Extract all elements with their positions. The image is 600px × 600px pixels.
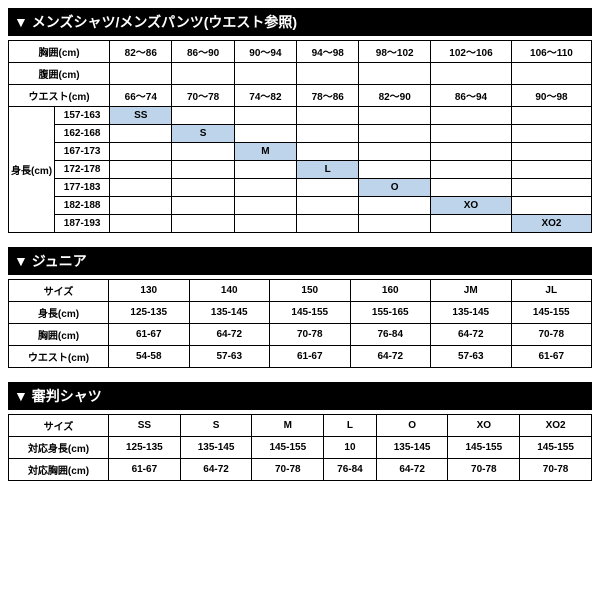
mens-table: 胸囲(cm) 82～86 86～90 90～94 94～98 98～102 10…	[8, 40, 592, 233]
label-chest: 胸囲(cm)	[9, 41, 110, 63]
referee-row-chest: 対応胸囲(cm) 61-67 64-72 70-78 76-84 64-72 7…	[9, 459, 592, 481]
label: サイズ	[9, 415, 109, 437]
referee-row-height: 対応身長(cm) 125-135 135-145 145-155 10 135-…	[9, 437, 592, 459]
referee-row-size: サイズ SS S M L O XO XO2	[9, 415, 592, 437]
size-cell: XO2	[511, 215, 591, 233]
referee-section-title: ▼ 審判シャツ	[8, 382, 592, 410]
label-height: 身長(cm)	[9, 107, 55, 233]
size-cell: M	[234, 143, 296, 161]
size-cell: L	[297, 161, 359, 179]
mens-height-row: 167-173 M	[9, 143, 592, 161]
junior-row-chest: 胸囲(cm) 61-67 64-72 70-78 76-84 64-72 70-…	[9, 324, 592, 346]
size-cell: XO	[431, 197, 512, 215]
label: 対応身長(cm)	[9, 437, 109, 459]
mens-height-row: 187-193 XO2	[9, 215, 592, 233]
mens-section-title: ▼ メンズシャツ/メンズパンツ(ウエスト参照)	[8, 8, 592, 36]
label: サイズ	[9, 280, 109, 302]
label-belly: 腹囲(cm)	[9, 63, 110, 85]
junior-row-height: 身長(cm) 125-135 135-145 145-155 155-165 1…	[9, 302, 592, 324]
label: 胸囲(cm)	[9, 324, 109, 346]
mens-height-row: 172-178 L	[9, 161, 592, 179]
mens-height-row: 177-183 O	[9, 179, 592, 197]
label: 身長(cm)	[9, 302, 109, 324]
mens-row-waist: ウエスト(cm) 66～74 70～78 74～82 78～86 82～90 8…	[9, 85, 592, 107]
junior-row-waist: ウエスト(cm) 54-58 57-63 61-67 64-72 57-63 6…	[9, 346, 592, 368]
mens-height-row: 162-168 S	[9, 125, 592, 143]
junior-row-size: サイズ 130 140 150 160 JM JL	[9, 280, 592, 302]
label: ウエスト(cm)	[9, 346, 109, 368]
referee-table: サイズ SS S M L O XO XO2 対応身長(cm) 125-135 1…	[8, 414, 592, 481]
mens-height-row: 身長(cm) 157-163 SS	[9, 107, 592, 125]
label-waist: ウエスト(cm)	[9, 85, 110, 107]
label: 対応胸囲(cm)	[9, 459, 109, 481]
mens-row-belly: 腹囲(cm)	[9, 63, 592, 85]
junior-section-title: ▼ ジュニア	[8, 247, 592, 275]
junior-table: サイズ 130 140 150 160 JM JL 身長(cm) 125-135…	[8, 279, 592, 368]
mens-row-chest: 胸囲(cm) 82～86 86～90 90～94 94～98 98～102 10…	[9, 41, 592, 63]
size-cell: SS	[110, 107, 172, 125]
size-cell: O	[359, 179, 431, 197]
size-cell: S	[172, 125, 234, 143]
mens-height-row: 182-188 XO	[9, 197, 592, 215]
